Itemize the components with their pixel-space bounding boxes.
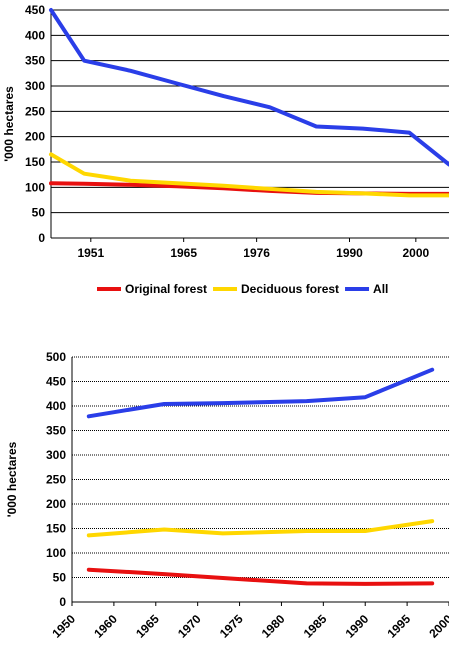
series-line — [86, 519, 435, 538]
x-tick-label: 2000 — [426, 612, 449, 641]
y-tick-label: 300 — [25, 79, 45, 93]
y-tick-label: 0 — [38, 231, 45, 245]
legend-label: All — [373, 282, 388, 296]
x-tick-label: 1990 — [343, 612, 372, 641]
y-tick-label: 150 — [25, 155, 45, 169]
x-tick-label: 1976 — [243, 246, 270, 260]
y-tick-label: 200 — [25, 130, 45, 144]
x-tick-label: 1990 — [336, 246, 363, 260]
y-axis-label: '000 hectares — [2, 86, 16, 162]
y-axis-label: '000 hectares — [5, 441, 19, 517]
x-tick-label: 1965 — [133, 612, 162, 641]
y-tick-label: 350 — [25, 54, 45, 68]
x-tick-label: 1975 — [217, 612, 246, 641]
y-tick-label: 500 — [46, 350, 66, 364]
x-tick-label: 1960 — [91, 612, 120, 641]
x-tick-label: 2000 — [402, 246, 429, 260]
y-tick-label: 450 — [25, 3, 45, 17]
chart-2: 0 50 100 150 200 250 300 350 400 450 500 1950 1960 19… — [5, 350, 449, 641]
y-tick-label: 250 — [46, 473, 66, 487]
y-tick-label: 450 — [46, 375, 66, 389]
y-tick-label: 50 — [32, 206, 46, 220]
x-tick-label: 1985 — [301, 612, 330, 641]
x-tick-label: 1951 — [77, 246, 104, 260]
series-line — [86, 367, 435, 419]
y-tick-label: 300 — [46, 448, 66, 462]
series-line — [86, 567, 435, 586]
x-tick-label: 1950 — [49, 612, 78, 641]
y-tick-label: 350 — [46, 424, 66, 438]
y-tick-label: 400 — [25, 28, 45, 42]
legend: Original forest Deciduous forest All — [97, 282, 388, 296]
series-line — [49, 8, 449, 167]
y-tick-label: 100 — [46, 546, 66, 560]
x-tick-label: 1995 — [384, 612, 413, 641]
legend-label: Deciduous forest — [241, 282, 339, 296]
y-tick-label: 50 — [53, 571, 67, 585]
series-line — [49, 152, 449, 198]
chart-1: 0 50 100 150 200 250 300 350 400 450 1951 1965 1976 1… — [2, 3, 449, 296]
y-tick-label: 400 — [46, 399, 66, 413]
legend-label: Original forest — [125, 282, 207, 296]
y-tick-label: 200 — [46, 497, 66, 511]
y-tick-label: 100 — [25, 180, 45, 194]
y-tick-label: 150 — [46, 522, 66, 536]
x-tick-label: 1970 — [175, 612, 204, 641]
y-tick-label: 250 — [25, 104, 45, 118]
y-tick-label: 0 — [59, 595, 66, 609]
x-tick-label: 1965 — [170, 246, 197, 260]
x-tick-label: 1980 — [259, 612, 288, 641]
